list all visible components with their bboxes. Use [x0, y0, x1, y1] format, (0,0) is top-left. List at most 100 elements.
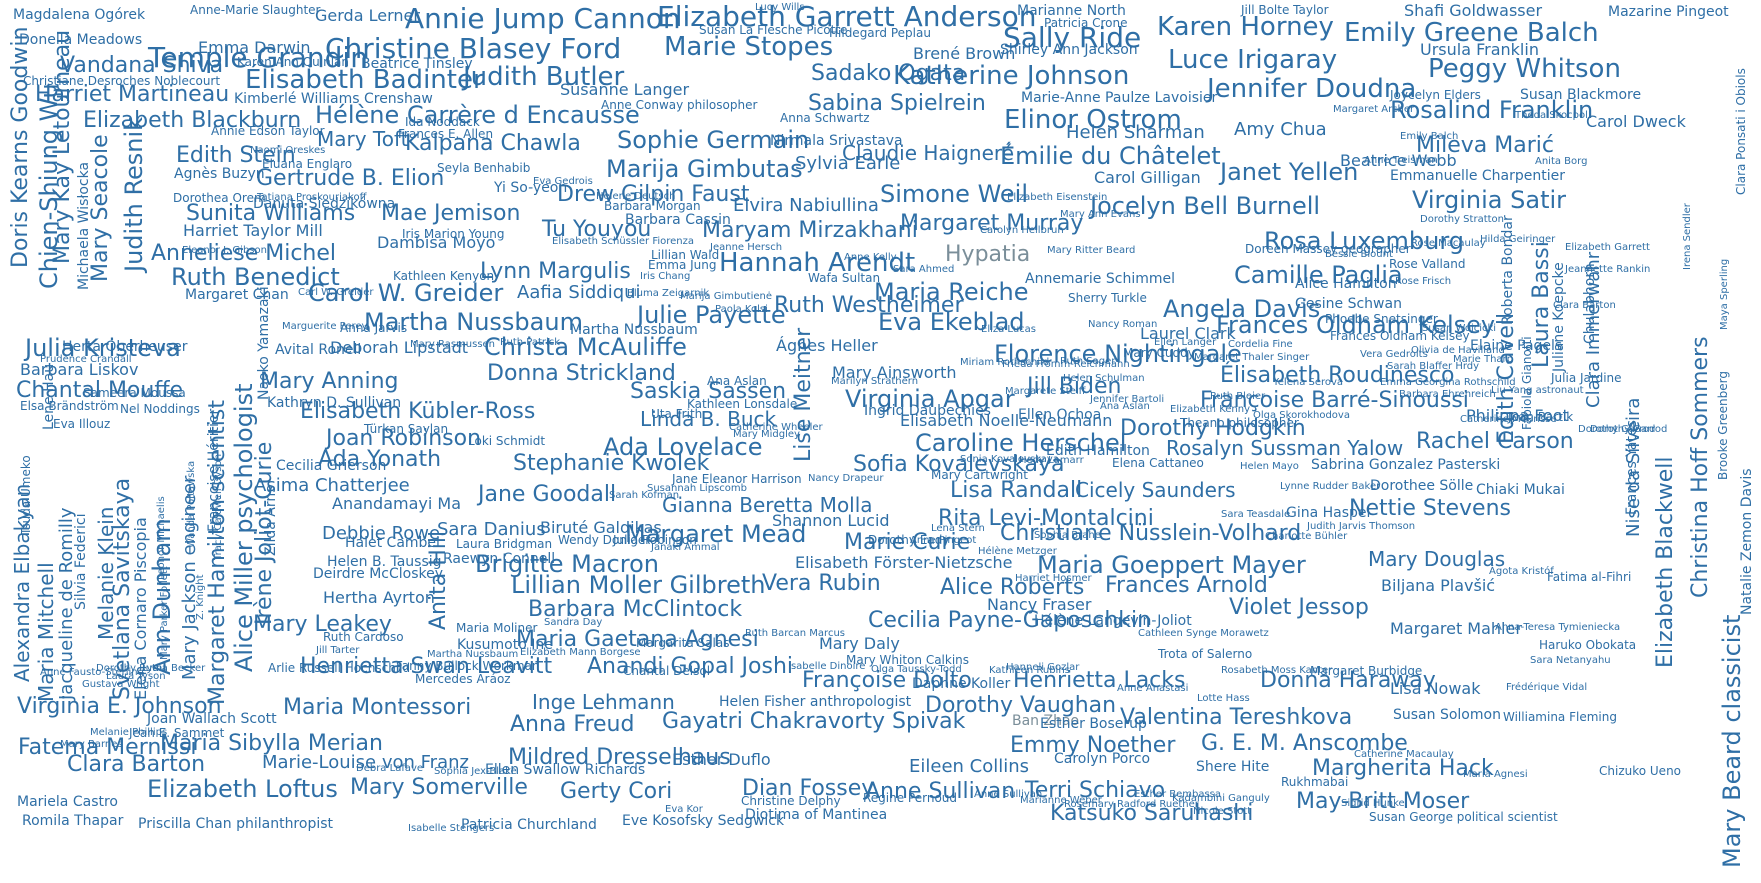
word-debra-lafave: Debra Lafave [356, 763, 424, 774]
word-mary-toft: Mary Toft [317, 127, 409, 151]
word-maryam-mirzakhani: Maryam Mirzakhani [702, 218, 918, 243]
word-beatrice-webb: Beatrice Webb [1340, 151, 1457, 170]
word-helene-langevin-joliot: Hélène Langevin-Joliot [1034, 613, 1192, 629]
word-jeannette-rankin: Jeannette Rankin [1565, 264, 1651, 275]
word-agota-kristof: Ágota Kristóf [1489, 566, 1554, 577]
word-shere-hite: Shere Hite [1196, 759, 1270, 775]
word-anne-sullivan: Anne Sullivan [865, 779, 1016, 804]
word-brene-brown: Brené Brown [913, 44, 1016, 63]
word-mariela-castro: Mariela Castro [17, 794, 118, 810]
word-elvira-nabiullina: Elvira Nabiullina [733, 195, 879, 216]
word-uta-frith: Uta Frith [651, 407, 703, 421]
word-susan-blackmore: Susan Blackmore [1520, 87, 1642, 103]
word-deborah-lipstadt: Deborah Lipstadt [330, 338, 469, 357]
word-lotte-hass: Lotte Hass [1197, 693, 1250, 704]
word-nancy-drapeur: Nancy Drapeur [808, 473, 884, 484]
word-martha-nussbaum: Martha Nussbaum [570, 322, 698, 338]
word-elizabeth-garrett: Elizabeth Garrett [1565, 242, 1650, 253]
word-isabelle-stengers: Isabelle Stengers [408, 823, 495, 834]
word-christiane-desroches-noblecourt: Christiane Desroches Noblecourt [23, 74, 221, 88]
word-janaki-ammal: Janaki Ammal [651, 542, 720, 553]
word-karen-horney: Karen Horney [1157, 12, 1334, 42]
word-mildred-dresselhaus: Mildred Dresselhaus [508, 745, 731, 770]
word-seyla-benhabib: Seyla Benhabib [437, 161, 531, 175]
word-birute-galdikas: Biruté Galdikas [540, 518, 662, 537]
word-frances-arnold: Frances Arnold [1105, 573, 1268, 598]
word-olga-taussky-todd: Olga Taussky-Todd [871, 664, 962, 675]
word-inge-lehmann: Inge Lehmann [532, 690, 675, 714]
word-barbara-cassin: Barbara Cassin [625, 212, 731, 228]
word-eva-kor: Eva Kor [665, 804, 703, 815]
word-cathleen-synge-morawetz: Cathleen Synge Morawetz [1138, 628, 1269, 639]
word-gustava-wright: Gustava Wright [82, 679, 160, 690]
word-alice-roberts: Alice Roberts [940, 575, 1085, 600]
word-elizabeth-blackwell: Elizabeth Blackwell [1653, 456, 1678, 669]
word-lucy-wills: Lucy Wills [755, 2, 805, 13]
word-helen-sharman: Helen Sharman [1066, 122, 1205, 143]
word-michaela-wis-ocka: Michaela Wisłocka [76, 161, 92, 290]
word-sara-danius: Sara Danius [437, 519, 546, 540]
word-annie-jump-cannon: Annie Jump Cannon [405, 2, 681, 35]
word-maria-gaetana-agnesi: Maria Gaetana Agnesi [516, 627, 759, 652]
word-rachel-carson: Rachel Carson [1416, 429, 1574, 454]
word-eva-ekeblad: Eva Ekeblad [878, 308, 1025, 336]
word-elinor-ostrom: Elinor Ostrom [1004, 105, 1182, 135]
word-marguerite-perey: Marguerite Perey [282, 321, 368, 332]
word-sadako-ogata: Sadako Ogata [811, 61, 966, 86]
word-z-knight: Z. Knight [195, 574, 206, 621]
word-anandi-gopal-joshi: Anandi Gopal Joshi [587, 654, 794, 679]
word-irena-sendler: Irena Sendler [1682, 203, 1693, 270]
word-laura-tyson: Laura Tyson [106, 671, 166, 682]
word-sara-teasdale: Sara Teasdale [1221, 509, 1291, 520]
word-gianna-beretta-molla: Gianna Beretta Molla [662, 493, 873, 517]
word-hertha-ayrton: Hertha Ayrton [323, 588, 435, 607]
word-patricia-churchland: Patricia Churchland [461, 817, 597, 833]
word-mileva-maric: Mileva Marić [1416, 133, 1554, 158]
word-elisabeth-badinter: Élisabeth Badinter [245, 65, 484, 95]
word-fatima-al-fihri: Fatima al-Fihri [1547, 570, 1632, 584]
word-emily-balch: Emily Balch [1400, 131, 1459, 142]
word-mary-ritter-beard: Mary Ritter Beard [1047, 245, 1136, 256]
word-frieda-fromm-reichmann: Frieda Fromm-Reichmann [1002, 359, 1130, 370]
word-anna-jarvis: Anna Jarvis [340, 321, 408, 335]
word-ruth-cardoso: Ruth Cardoso [323, 630, 404, 644]
word-stephanie-kwolek: Stephanie Kwolek [513, 451, 710, 476]
word-asima-chatterjee: Asima Chatterjee [254, 475, 410, 496]
word-carol-dweck: Carol Dweck [1586, 112, 1686, 131]
word-sunita-williams: Sunita Williams [186, 201, 356, 226]
word-cecilia-grierson: Cecilia Grierson [276, 458, 387, 474]
word-rosemary-radford-ruether: Rosemary Radford Ruether [1064, 799, 1199, 810]
word-tatiana-proskouriakoff: Tatiana Proskouriakoff [257, 192, 367, 203]
word-isabelle-dinoire: Isabelle Dinoire [788, 661, 866, 672]
word-vandana-shiva: Vandana Shiva [60, 53, 224, 78]
word-katherine-johnson: Katherine Johnson [893, 61, 1130, 91]
word-olivia-de-havilland: Olivia de Havilland [1411, 345, 1505, 356]
word-beatrice-tinsley: Beatrice Tinsley [361, 56, 473, 72]
word-mary-somerville: Mary Somerville [350, 775, 528, 800]
word-marija-gimbutas: Marija Gimbutas [606, 155, 803, 183]
word-sofia-kovalevskaya: Sofia Kovalevskaya [853, 452, 1065, 477]
word-carl-w-greider: Carl W. Greider [298, 287, 374, 298]
word-judith-resnik: Judith Resnik [120, 116, 148, 272]
word-maria-montessori: Maria Montessori [283, 695, 472, 720]
word-kalpana-chawla: Kalpana Chawla [405, 131, 581, 156]
word-catherine-macaulay: Catherine Macaulay [1354, 749, 1454, 760]
word-martha-nussbaum: Martha Nussbaum [427, 649, 519, 660]
word-shannon-lucid: Shannon Lucid [772, 511, 890, 530]
word-susanne-langer: Susanne Langer [560, 80, 690, 99]
word-theano-philosopher: Theano philosopher [1180, 416, 1299, 430]
word-arlie-russell-hochschild: Arlie Russell Hochschild [268, 661, 411, 675]
word-avital-ronell: Avital Ronell [275, 342, 362, 358]
word-rose-frisch: Rose Frisch [1395, 276, 1452, 287]
word-ana-aslan: Ana Aslan [707, 374, 767, 388]
word-helene-metzger: Hélène Metzger [978, 546, 1057, 557]
word-elena-cattaneo: Elena Cattaneo [1112, 456, 1204, 470]
word-anna-freud: Anna Freud [510, 712, 635, 737]
word-ana-aslan: Ana Aslan [1100, 401, 1150, 412]
word-anne-kelly: Anne Kelly [844, 252, 897, 263]
word-dorothy-hodgkin: Dorothy Hodgkin [1120, 416, 1306, 441]
word-cecilia-payne-gaposchkin: Cecilia Payne-Gaposchkin [868, 608, 1152, 633]
word-chizuko-ueno: Chizuko Ueno [1599, 764, 1682, 778]
word-rukhmabai: Rukhmabai [1281, 775, 1349, 789]
